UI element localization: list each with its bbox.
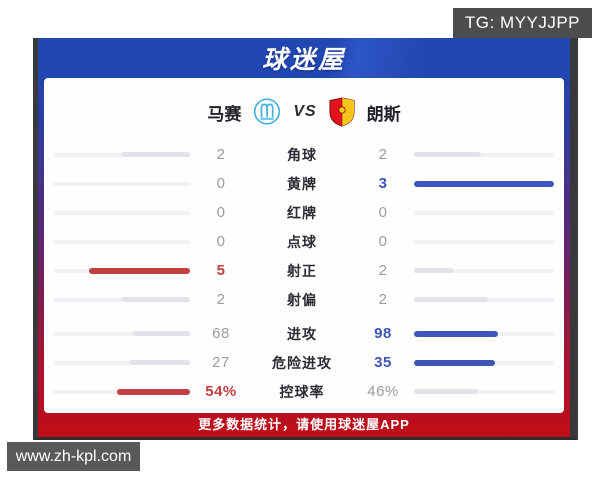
home-stat-bar-fill (120, 151, 190, 157)
away-stat-bar (414, 330, 554, 337)
app-header: 球迷屋 (38, 38, 570, 78)
stat-row: 0 黄牌 3 (54, 169, 554, 198)
away-stat-bar-fill (414, 359, 496, 366)
stat-label: 射正 (287, 262, 317, 279)
stats-card: 马赛 VS 朗斯 (44, 78, 564, 413)
site-watermark: www.zh-kpl.com (7, 442, 140, 471)
home-stat-value: 0 (216, 204, 226, 221)
away-stat-value: 3 (378, 175, 388, 192)
away-stat-bar-fill (414, 180, 554, 187)
home-stat-bar (54, 210, 190, 215)
home-stat-bar (54, 151, 190, 157)
home-stat-value: 0 (216, 233, 226, 250)
home-stat-value: 0 (216, 175, 226, 192)
home-stat-value: 68 (212, 325, 230, 342)
vs-label: VS (293, 103, 317, 120)
away-stat-bar (414, 151, 554, 157)
home-stat-bar (54, 267, 190, 274)
stat-row: 0 红牌 0 (54, 198, 554, 227)
away-team-name: 朗斯 (366, 104, 401, 124)
site-url: www.zh-kpl.com (15, 447, 132, 465)
home-team-crest-icon (252, 97, 282, 127)
home-stat-bar-fill (89, 267, 190, 274)
home-stat-bar (54, 388, 190, 395)
teams-row: 马赛 VS 朗斯 (44, 78, 564, 128)
away-stat-value: 2 (378, 262, 388, 279)
home-stat-value: 5 (216, 262, 226, 279)
telegram-handle: TG: MYYJJPP (464, 13, 580, 32)
home-stat-bar-fill (120, 296, 190, 302)
home-stat-bar (54, 239, 190, 244)
stat-row: 27 危险进攻 35 (54, 348, 554, 377)
home-stat-value: 54% (205, 383, 237, 400)
telegram-watermark: TG: MYYJJPP (452, 8, 592, 38)
away-stat-bar (414, 296, 554, 302)
away-team-crest-icon (328, 97, 356, 127)
away-stat-bar (414, 359, 554, 366)
away-stat-value: 2 (378, 291, 388, 308)
stat-label: 进攻 (287, 325, 317, 342)
stats-list: 2 角球 2 0 黄牌 3 (44, 128, 564, 406)
home-stat-bar-fill (116, 388, 190, 395)
away-stat-bar (414, 388, 554, 394)
away-stat-bar (414, 267, 554, 273)
home-stat-bar (54, 330, 190, 336)
home-stat-value: 27 (212, 354, 230, 371)
away-stat-value: 0 (378, 233, 388, 250)
stat-label: 角球 (287, 146, 317, 163)
away-stat-bar (414, 210, 554, 215)
brand-logo: 球迷屋 (261, 46, 346, 74)
away-stat-value: 0 (378, 204, 388, 221)
away-stat-value: 98 (374, 325, 392, 342)
stat-label: 控球率 (279, 383, 325, 400)
stat-label: 黄牌 (287, 175, 317, 192)
stat-row: 0 点球 0 (54, 227, 554, 256)
home-stat-bar (54, 359, 190, 365)
stat-row: 2 射偏 2 (54, 285, 554, 314)
away-stat-bar-fill (414, 330, 498, 337)
promo-footer: 更多数据统计，请使用球迷屋APP (38, 410, 570, 437)
away-stat-bar-fill (414, 267, 454, 273)
home-stat-bar (54, 296, 190, 302)
away-stat-value: 46% (367, 383, 399, 400)
stat-label: 危险进攻 (272, 354, 332, 371)
away-stat-bar (414, 180, 554, 187)
away-stat-value: 35 (374, 354, 392, 371)
away-stat-bar (414, 239, 554, 244)
home-stat-bar-fill (132, 330, 190, 336)
home-stat-bar-fill (128, 359, 190, 365)
home-team-name: 马赛 (207, 104, 242, 124)
away-stat-value: 2 (378, 146, 388, 163)
away-stat-bar-fill (414, 296, 489, 302)
stat-label: 点球 (287, 233, 317, 250)
match-stats-poster: 球迷屋 马赛 VS 朗斯 (33, 38, 578, 440)
stat-row: 68 进攻 98 (54, 319, 554, 348)
stat-row: 5 射正 2 (54, 256, 554, 285)
stat-row: 2 角球 2 (54, 140, 554, 169)
home-stat-value: 2 (216, 146, 226, 163)
stat-label: 射偏 (287, 291, 317, 308)
stat-label: 红牌 (287, 204, 317, 221)
promo-footer-text: 更多数据统计，请使用球迷屋APP (198, 417, 410, 432)
home-stat-value: 2 (216, 291, 226, 308)
stat-row: 54% 控球率 46% (54, 377, 554, 406)
away-stat-bar-fill (414, 151, 482, 157)
home-stat-bar (54, 181, 190, 186)
away-stat-bar-fill (414, 388, 479, 394)
